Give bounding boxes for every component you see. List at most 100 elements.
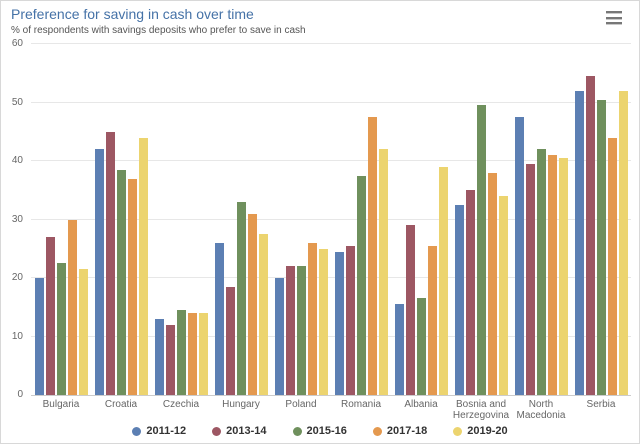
gridline-40 [31,160,631,161]
bar-bosnia-and-herzegovina-2013-14[interactable] [465,190,475,395]
legend-label: 2019-20 [467,425,508,437]
bar-group-czechia [151,44,211,395]
bar-croatia-2011-12[interactable] [94,149,104,395]
bar-serbia-2017-18[interactable] [607,137,617,395]
gridline-10 [31,335,631,337]
legend-label: 2013-14 [226,425,267,437]
bar-bulgaria-2013-14[interactable] [45,237,55,395]
bar-group-bosnia-and-herzegovina [451,44,511,395]
bar-poland-2019-20[interactable] [318,248,328,395]
legend-item-2013-14[interactable]: 2013-14 [212,425,267,437]
legend-marker-icon [292,426,302,436]
gridline-20 [31,277,631,278]
bar-poland-2017-18[interactable] [307,242,317,395]
bar-bulgaria-2011-12[interactable] [34,278,44,395]
y-axis-tick-label: 30 [11,213,23,225]
legend-marker-icon [212,426,222,436]
legend-item-2017-18[interactable]: 2017-18 [372,425,428,437]
bar-albania-2017-18[interactable] [427,245,437,395]
bar-bosnia-and-herzegovina-2015-16[interactable] [476,105,486,395]
legend-item-2015-16[interactable]: 2015-16 [292,425,347,437]
bar-poland-2013-14[interactable] [285,266,295,395]
x-axis-label-czechia: Czechia [162,399,200,410]
bar-czechia-2017-18[interactable] [187,313,197,395]
bar-hungary-2015-16[interactable] [236,201,246,395]
x-axis-label-poland: Poland [285,399,317,410]
hamburger-line [606,16,622,20]
bar-bulgaria-2019-20[interactable] [78,269,88,395]
bar-bosnia-and-herzegovina-2011-12[interactable] [454,204,464,395]
bar-serbia-2019-20[interactable] [618,90,628,395]
bar-croatia-2013-14[interactable] [105,131,115,395]
bar-croatia-2015-16[interactable] [116,169,126,395]
hamburger-line [606,11,622,14]
bar-group-serbia [571,44,631,395]
legend-marker-icon [453,426,463,436]
bar-hungary-2011-12[interactable] [214,242,224,395]
x-axis-label-albania: Albania [404,399,438,410]
bar-north-macedonia-2013-14[interactable] [525,163,535,395]
plot-area [31,43,631,396]
bar-romania-2019-20[interactable] [378,149,388,395]
legend: 2011-12 2013-14 2015-16 2017-18 2019-20 [1,425,639,437]
bar-group-hungary [211,44,271,395]
x-axis-labels: Bulgaria Croatia Czechia Hungary Poland Roman… [31,399,631,421]
gridline-50 [31,101,631,103]
bar-albania-2015-16[interactable] [416,298,426,395]
bar-group-poland [271,44,331,395]
bar-albania-2011-12[interactable] [394,304,404,395]
y-axis-tick-label: 60 [11,38,23,49]
bar-serbia-2015-16[interactable] [596,99,606,395]
bar-north-macedonia-2011-12[interactable] [514,117,524,395]
bar-serbia-2011-12[interactable] [574,90,584,395]
x-axis-label-croatia: Croatia [104,399,138,410]
bar-albania-2019-20[interactable] [438,166,448,395]
bar-croatia-2017-18[interactable] [127,178,137,395]
bar-bosnia-and-herzegovina-2019-20[interactable] [498,196,508,395]
bar-romania-2015-16[interactable] [356,175,366,395]
bar-hungary-2019-20[interactable] [258,234,268,395]
y-axis-tick-label: 50 [11,96,23,108]
bar-group-north-macedonia [511,44,571,395]
bar-romania-2017-18[interactable] [367,117,377,395]
y-axis-tick-label: 40 [11,155,23,167]
y-axis-tick-label: 0 [17,389,23,400]
y-axis-tick-label: 10 [11,330,23,342]
legend-marker-icon [372,426,382,436]
bar-group-albania [391,44,451,395]
legend-label: 2017-18 [386,425,428,437]
x-axis-label-serbia: Serbia [586,399,616,410]
bar-bulgaria-2017-18[interactable] [67,219,77,395]
x-axis-label-north-macedonia: North Macedonia [516,399,566,421]
bar-group-romania [331,44,391,395]
bar-north-macedonia-2017-18[interactable] [547,155,557,395]
hamburger-menu-icon[interactable] [603,9,625,27]
bar-albania-2013-14[interactable] [405,225,415,395]
chart-subtitle: % of respondents with savings deposits w… [11,25,306,36]
bar-czechia-2019-20[interactable] [198,313,208,395]
bar-group-croatia [91,44,151,395]
bar-hungary-2013-14[interactable] [225,286,235,395]
bar-czechia-2015-16[interactable] [176,310,186,395]
bar-romania-2013-14[interactable] [345,245,355,395]
bar-romania-2011-12[interactable] [334,251,344,395]
legend-item-2019-20[interactable]: 2019-20 [453,425,508,437]
bar-poland-2011-12[interactable] [274,278,284,395]
bar-czechia-2011-12[interactable] [154,318,164,395]
bar-bulgaria-2015-16[interactable] [56,263,66,395]
bar-north-macedonia-2019-20[interactable] [558,158,568,395]
bar-north-macedonia-2015-16[interactable] [536,149,546,395]
bar-bosnia-and-herzegovina-2017-18[interactable] [487,172,497,395]
bar-poland-2015-16[interactable] [296,266,306,395]
chart-title: Preference for saving in cash over time [11,6,254,22]
legend-item-2011-12[interactable]: 2011-12 [132,425,186,437]
bar-hungary-2017-18[interactable] [247,213,257,395]
bar-croatia-2019-20[interactable] [138,137,148,395]
bar-czechia-2013-14[interactable] [165,324,175,395]
legend-label: 2011-12 [146,425,187,437]
gridline-30 [31,218,631,220]
y-axis-tick-label: 20 [11,272,23,284]
bar-serbia-2013-14[interactable] [585,76,595,395]
gridline-60 [31,43,631,44]
